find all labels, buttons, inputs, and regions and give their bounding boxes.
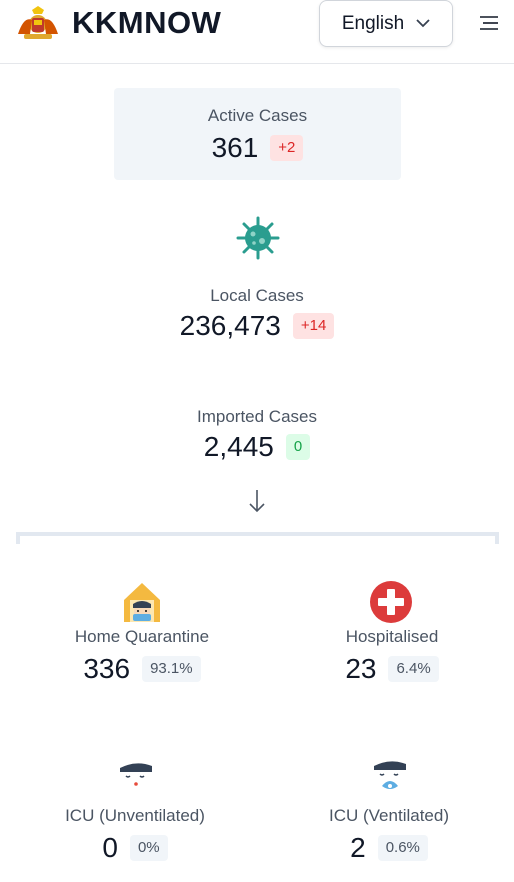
chevron-down-icon: [416, 19, 430, 28]
imported-cases-value: 2,445: [203, 431, 274, 462]
active-cases-value: 361: [211, 132, 259, 163]
hospital-cross-icon: [370, 581, 412, 623]
home-quarantine-value: 336: [83, 653, 131, 684]
section-divider: [16, 532, 499, 544]
local-cases-value: 236,473: [179, 310, 281, 341]
local-cases-block: Local Cases 236,473 +14: [100, 286, 414, 342]
active-cases-label: Active Cases: [207, 106, 308, 125]
icu-unventilated-value: 0: [102, 832, 118, 863]
hospitalised-pct-badge: 6.4%: [388, 656, 439, 682]
icu-unventilated-label: ICU (Unventilated): [65, 806, 205, 825]
icu-ventilated-block: ICU (Ventilated) 2 0.6%: [286, 806, 492, 864]
active-cases-change-badge: +2: [270, 135, 304, 161]
home-quarantine-pct-badge: 93.1%: [142, 656, 201, 682]
hospitalised-label: Hospitalised: [345, 627, 439, 646]
icu-ventilated-pct-badge: 0.6%: [377, 835, 428, 861]
brand-title[interactable]: KKMNOW: [72, 5, 222, 40]
hospitalised-block: Hospitalised 23 6.4%: [290, 627, 494, 685]
icu-ventilated-value: 2: [350, 832, 366, 863]
home-quarantine-block: Home Quarantine 336 93.1%: [40, 627, 244, 685]
language-select[interactable]: English: [319, 0, 453, 47]
hospitalised-value: 23: [345, 653, 377, 684]
active-cases-card: Active Cases 361 +2: [114, 88, 401, 180]
imported-cases-label: Imported Cases: [197, 407, 317, 426]
local-cases-change-badge: +14: [292, 313, 335, 339]
imported-cases-block: Imported Cases 2,445 0: [100, 407, 414, 463]
imported-cases-change-badge: 0: [285, 434, 311, 460]
language-select-value: English: [341, 12, 405, 34]
app-header: KKMNOW English: [0, 0, 514, 64]
home-quarantine-label: Home Quarantine: [74, 627, 210, 646]
home-quarantine-icon: [124, 583, 160, 622]
icu-ventilated-label: ICU (Ventilated): [329, 806, 449, 825]
local-cases-label: Local Cases: [210, 286, 304, 305]
coat-of-arms-icon[interactable]: [14, 4, 62, 44]
icu-unventilated-pct-badge: 0%: [129, 835, 168, 861]
icu-unventilated-block: ICU (Unventilated) 0 0%: [32, 806, 238, 864]
virus-icon: [236, 216, 280, 260]
icu-unventilated-icon: [120, 763, 152, 786]
icu-ventilated-icon: [374, 761, 406, 789]
hamburger-menu-icon[interactable]: [478, 14, 500, 32]
arrow-down-icon: [249, 490, 265, 513]
